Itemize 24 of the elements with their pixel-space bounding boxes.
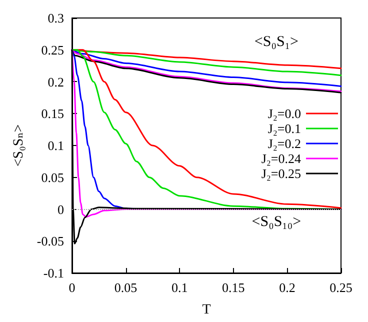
y-tick-label: 0.1 — [48, 138, 64, 153]
legend-label: J₂=0.2 — [268, 136, 301, 151]
x-axis-title: T — [202, 302, 212, 318]
x-tick-label: 0 — [68, 280, 76, 295]
annotation: <S₀S₁₀> — [252, 214, 302, 230]
legend-label: J₂=0.24 — [261, 151, 302, 166]
y-tick-label: -0.05 — [36, 234, 64, 249]
y-tick-label: 0 — [58, 202, 64, 217]
y-tick-label: 0.2 — [48, 74, 64, 90]
x-tick-label: 0.1 — [171, 280, 188, 295]
y-tick-label: 0.3 — [48, 10, 64, 26]
legend-label: J₂=0.1 — [268, 121, 301, 136]
legend-label: J₂=0.0 — [268, 106, 301, 121]
x-tick-label: 0.25 — [330, 280, 352, 295]
annotation: <S₀S₁> — [254, 34, 298, 50]
y-tick-label: 0.15 — [41, 106, 64, 122]
y-tick-label: 0.25 — [41, 42, 64, 58]
x-tick-label: 0.05 — [114, 280, 138, 295]
y-tick-label: -0.1 — [43, 266, 64, 280]
x-tick-label: 0.15 — [222, 280, 245, 295]
x-tick-label: 0.2 — [279, 280, 296, 295]
y-axis-title: <S₀Sₙ> — [12, 124, 27, 167]
y-tick-label: 0.05 — [41, 170, 64, 185]
legend-label: J₂=0.25 — [261, 166, 301, 181]
